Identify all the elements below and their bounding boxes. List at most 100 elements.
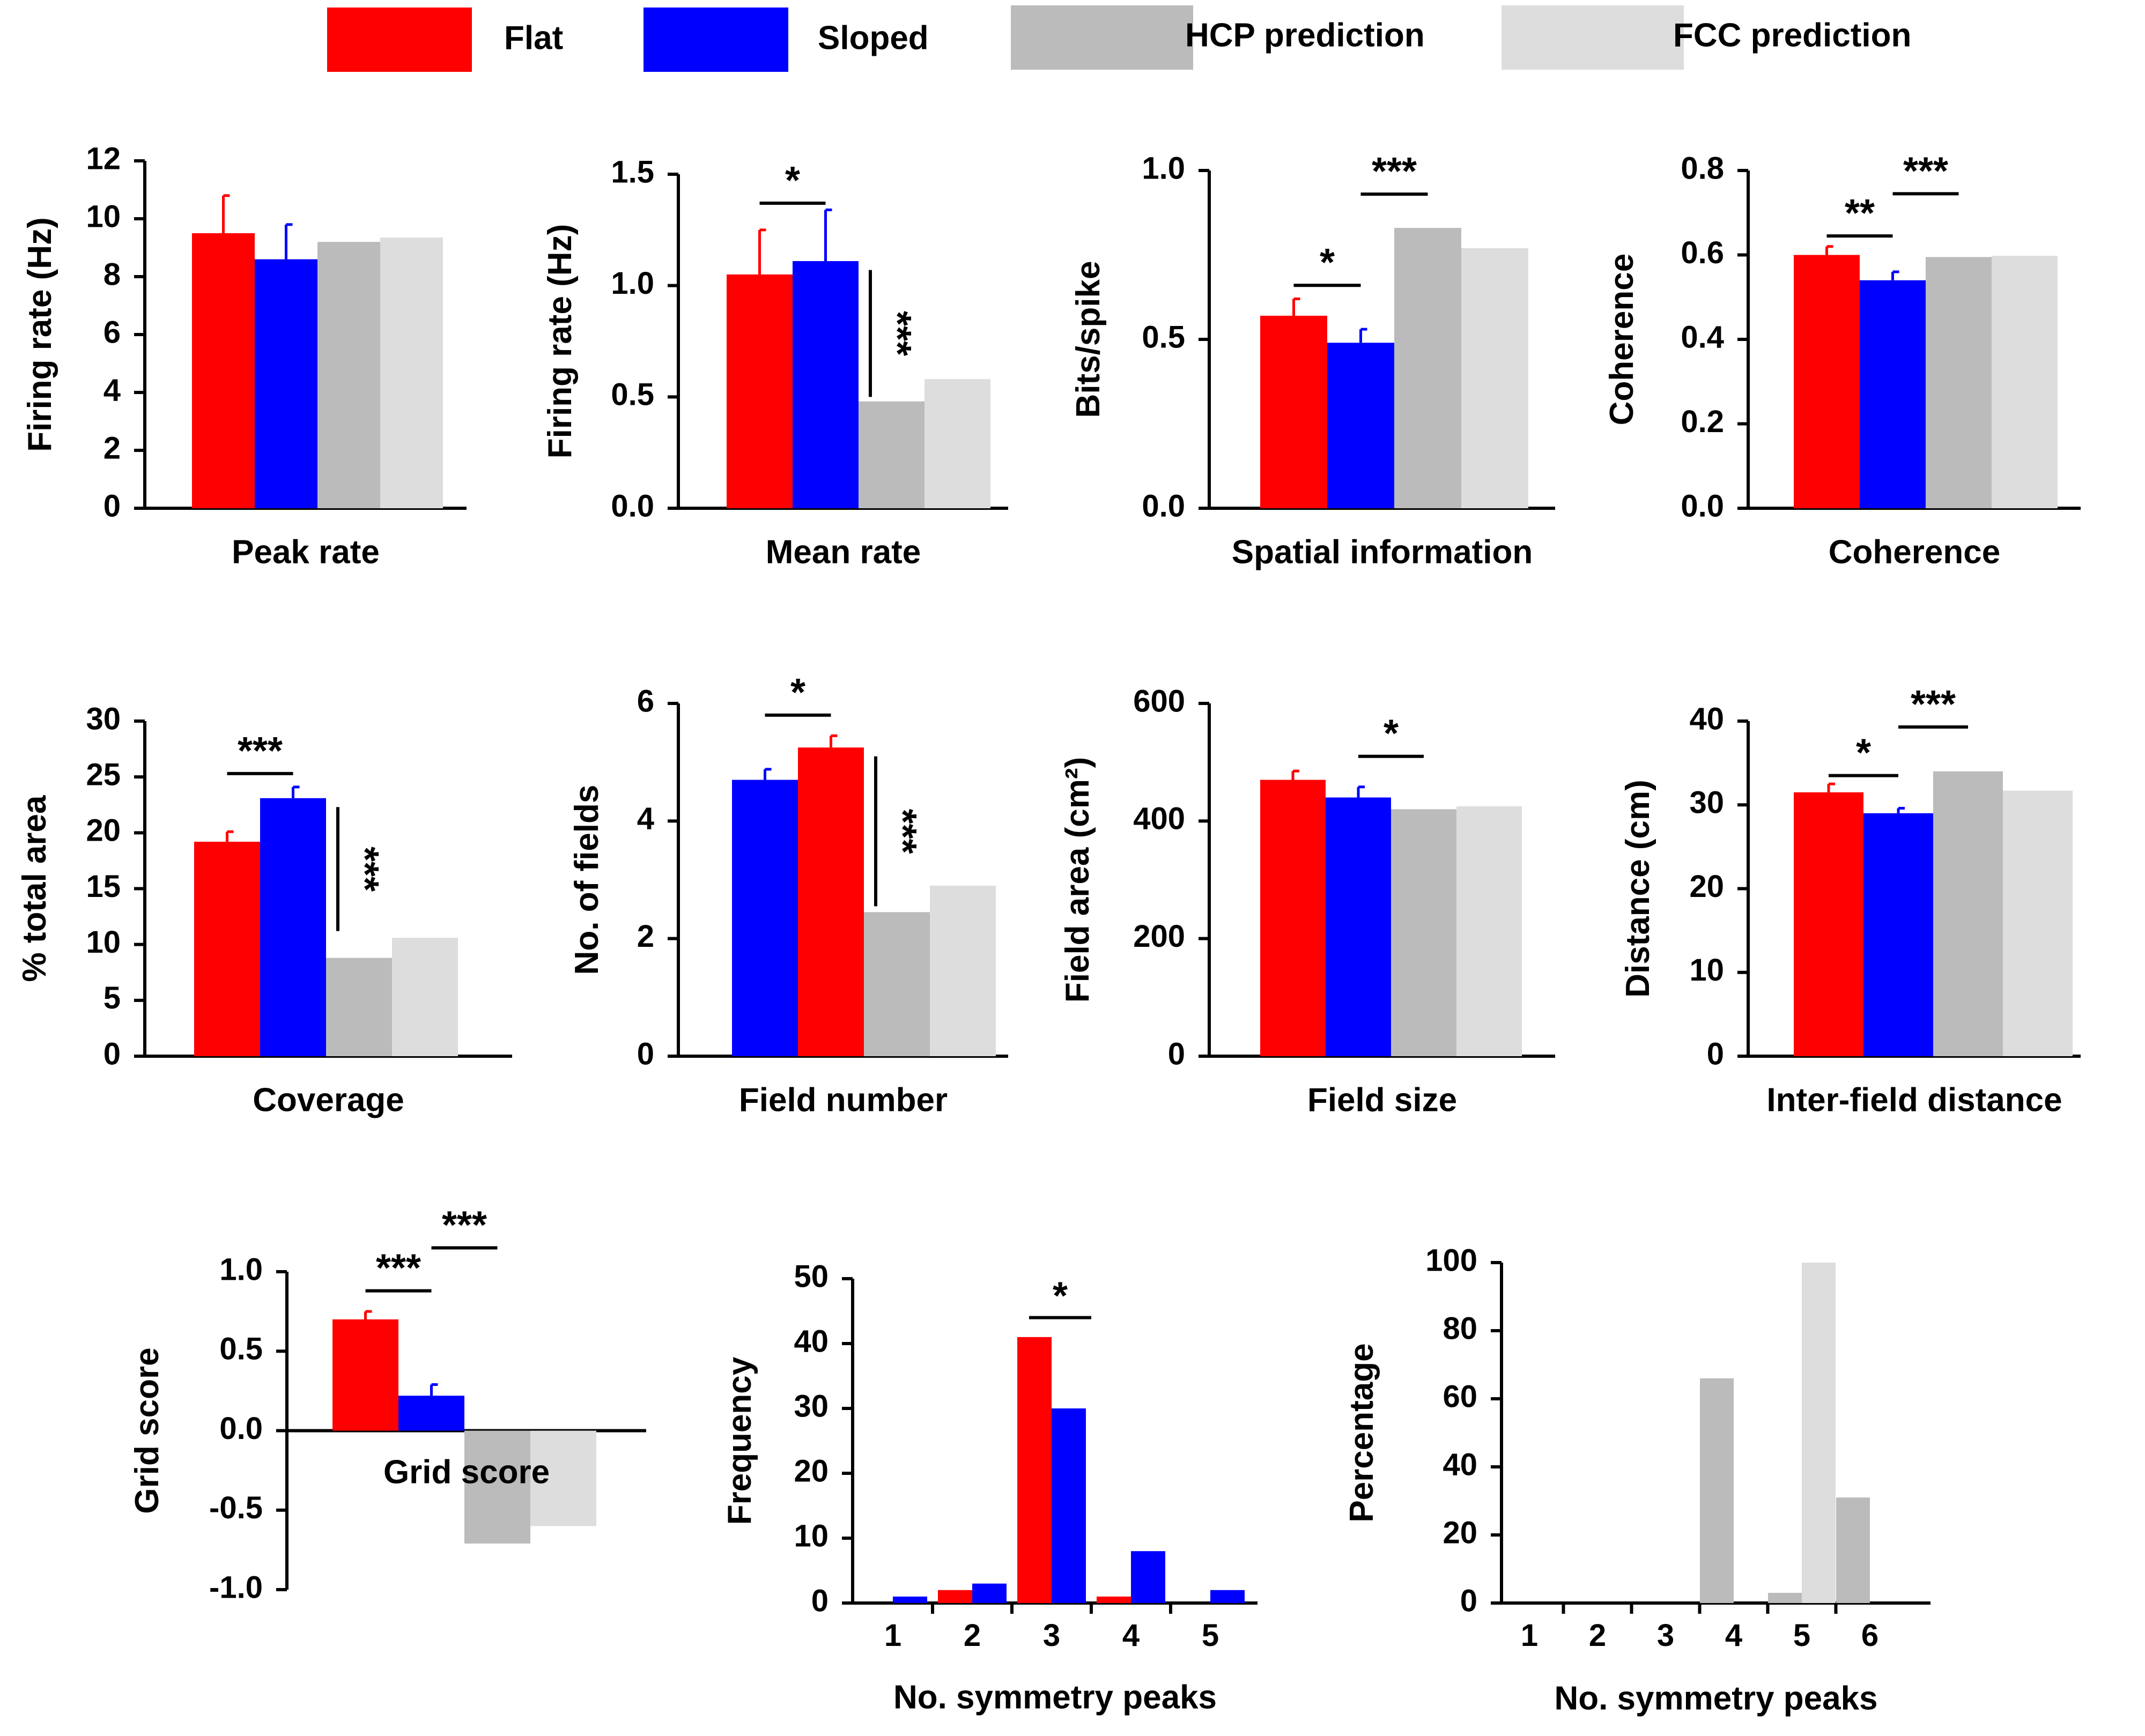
y-tick-label: 30 [794,1389,829,1423]
bar-hcp [464,1430,530,1544]
significance-label: *** [343,847,386,892]
bar-hcp [1933,771,2003,1056]
y-tick-label: -1.0 [209,1570,263,1605]
bar-hcp [859,401,924,508]
panel-title: Spatial information [1232,533,1533,570]
bar-flat [1794,792,1863,1056]
y-axis-label: Distance (cm) [1619,780,1656,998]
bar-fcc [392,938,458,1056]
bar-hcp [1700,1378,1734,1603]
x-tick-label: 3 [1657,1618,1674,1653]
significance-label: *** [376,1247,421,1290]
significance-label: * [1320,241,1335,284]
bar-sloped [398,1396,464,1431]
bar-hcp [326,958,392,1056]
significance-label: * [1384,713,1399,755]
y-tick-label: 0.0 [1681,488,1724,523]
y-tick-label: 0.5 [219,1332,263,1367]
bar-sloped [1860,280,1926,508]
y-tick-label: 8 [103,257,121,292]
y-tick-label: 30 [86,701,121,736]
y-axis-label: Field area (cm²) [1059,757,1096,1003]
y-tick-label: 10 [86,925,121,960]
y-tick-label: 15 [86,869,121,904]
significance-label: * [785,159,800,202]
y-tick-label: 25 [86,757,121,792]
bar-fcc [1461,248,1528,508]
y-axis-label: Coherence [1603,254,1640,425]
bar-flat [332,1319,398,1431]
bar-sloped [972,1583,1007,1603]
x-axis-label: No. symmetry peaks [1554,1680,1877,1717]
y-tick-label: 40 [1443,1447,1477,1482]
bar-hcp [1768,1592,1802,1603]
y-tick-label: 200 [1133,919,1185,954]
y-tick-label: 400 [1133,802,1185,836]
bar-fcc [1802,1263,1836,1603]
y-tick-label: 1.0 [219,1252,263,1287]
bar-flat [1260,780,1326,1056]
chart-panel-10: 0 10 20 30 40 50 Frequency 1 2 3 4 5 No. symmetry pe… [721,1259,1258,1716]
legend-swatch-flat [327,8,472,72]
panel-title: Inter-field distance [1766,1081,2062,1118]
y-axis-label: Percentage [1343,1343,1380,1522]
y-tick-label: 30 [1689,785,1724,820]
y-tick-label: 0.0 [219,1411,263,1446]
chart-panel-9: -1.0 -0.5 0.0 0.5 1.0 Grid score Grid score ***… [129,1204,646,1605]
bar-fcc [530,1430,596,1526]
bar-flat [727,274,793,508]
y-axis-label: Firing rate (Hz) [542,224,579,458]
y-tick-label: 10 [794,1518,829,1553]
bar-flat [798,747,864,1056]
y-tick-label: 6 [637,684,654,718]
y-tick-label: 600 [1133,684,1185,718]
bar-hcp [1836,1497,1870,1603]
y-tick-label: 0.0 [611,488,654,523]
y-tick-label: 20 [1689,869,1724,904]
bar-flat [938,1590,972,1603]
bar-flat [1097,1596,1131,1603]
panel-title: Mean rate [766,533,921,570]
x-tick-label: 5 [1793,1618,1810,1653]
y-tick-label: 50 [794,1259,829,1294]
significance-label: * [1053,1275,1068,1318]
panel-title: Coverage [253,1081,404,1118]
bar-sloped [1326,797,1391,1056]
y-tick-label: 0 [1460,1583,1477,1618]
legend-label-sloped: Sloped [818,19,929,56]
bar-hcp [317,242,380,508]
legend-label-fcc: FCC prediction [1673,17,1911,54]
bar-fcc [924,379,990,508]
legend: Flat Sloped HCP prediction FCC prediction [327,5,1911,72]
bar-sloped [255,259,317,508]
bar-flat [194,842,260,1056]
y-tick-label: -0.5 [209,1490,263,1525]
y-tick-label: 20 [794,1453,829,1488]
chart-panel-8: 0 10 20 30 40 Distance (cm) Inter-field distan… [1619,683,2081,1118]
x-tick-label: 5 [1202,1618,1219,1653]
bar-flat [192,233,255,508]
x-tick-label: 3 [1043,1618,1060,1653]
y-tick-label: 1.0 [1142,151,1185,186]
significance-label: * [1856,732,1871,775]
bar-sloped [893,1596,927,1603]
significance-label: *** [1911,683,1956,726]
bar-sloped [1210,1590,1245,1603]
bar-hcp [864,912,930,1056]
significance-label: *** [442,1204,487,1247]
chart-panel-11: 0 20 40 60 80 100 Percentage 1 2 3 4 5 6 No. symmetry… [1343,1243,1930,1717]
x-axis-label: No. symmetry peaks [893,1679,1217,1716]
y-axis-label: Grid score [129,1347,166,1514]
y-tick-label: 0.0 [1142,488,1185,523]
bar-fcc [1456,806,1522,1056]
y-tick-label: 10 [1689,953,1724,988]
bar-fcc [380,238,443,508]
significance-label: *** [881,808,924,854]
y-tick-label: 0 [1707,1036,1724,1071]
bar-hcp [1391,809,1456,1056]
chart-panel-7: 0 200 400 600 Field area (cm²) Field size * [1059,684,1555,1118]
y-tick-label: 10 [86,199,121,234]
